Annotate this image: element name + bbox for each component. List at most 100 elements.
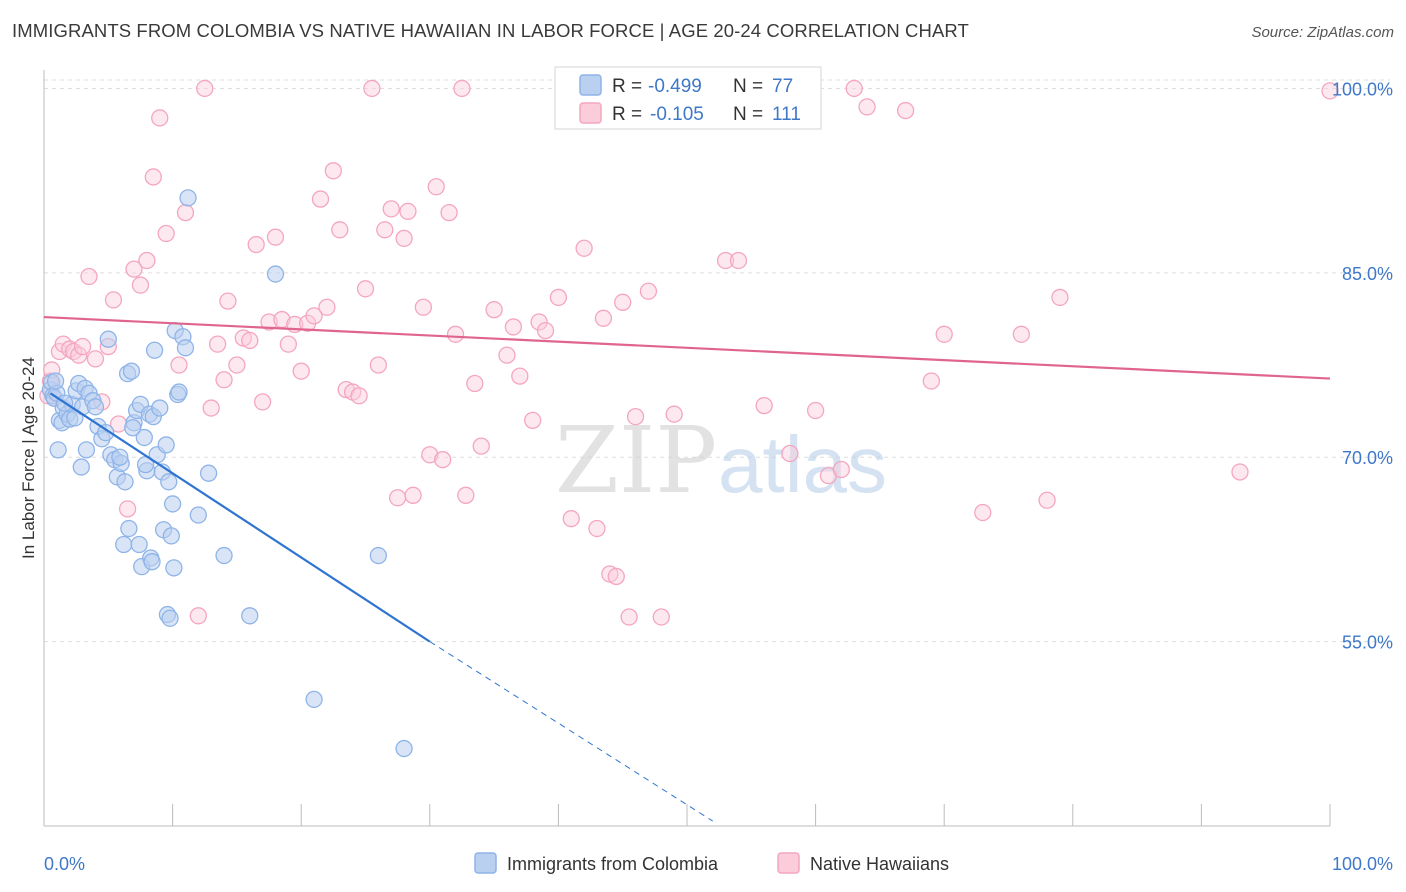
point-colombia bbox=[135, 428, 153, 447]
y-tick-label: 70.0% bbox=[1342, 448, 1393, 468]
point-colombia bbox=[157, 436, 175, 454]
bottom-legend-swatch-blue bbox=[474, 852, 497, 874]
series-native-hawaiians bbox=[39, 79, 1339, 626]
point-colombia bbox=[163, 495, 182, 513]
point-hawaiian bbox=[399, 202, 417, 221]
point-hawaiian bbox=[755, 396, 773, 415]
point-hawaiian bbox=[607, 567, 625, 586]
series-legend: Immigrants from Colombia Native Hawaiian… bbox=[474, 852, 949, 874]
point-hawaiian bbox=[832, 460, 850, 479]
point-hawaiian bbox=[536, 321, 555, 340]
point-hawaiian bbox=[202, 399, 220, 417]
regression-extension-colombia bbox=[429, 641, 713, 822]
point-hawaiian bbox=[350, 387, 368, 405]
legend-n-value-2: 111 bbox=[772, 104, 801, 125]
point-hawaiian bbox=[414, 298, 433, 316]
point-hawaiian bbox=[363, 79, 381, 98]
y-tick-label: 85.0% bbox=[1342, 264, 1393, 284]
legend-swatch-blue bbox=[579, 74, 602, 96]
point-hawaiian bbox=[457, 486, 475, 504]
series-immigrants-from-colombia bbox=[41, 189, 413, 758]
point-hawaiian bbox=[279, 335, 297, 353]
point-hawaiian bbox=[376, 221, 394, 239]
point-hawaiian bbox=[665, 405, 683, 423]
point-hawaiian bbox=[331, 221, 349, 239]
point-colombia bbox=[215, 546, 233, 565]
point-hawaiian bbox=[1231, 463, 1249, 481]
point-hawaiian bbox=[131, 276, 150, 294]
point-hawaiian bbox=[208, 335, 227, 353]
point-hawaiian bbox=[247, 235, 265, 254]
watermark-atlas: atlas bbox=[718, 420, 887, 509]
point-hawaiian bbox=[427, 178, 445, 196]
point-colombia bbox=[241, 607, 259, 625]
point-colombia bbox=[189, 506, 207, 524]
point-hawaiian bbox=[260, 313, 278, 331]
point-hawaiian bbox=[575, 239, 593, 257]
legend-n-label-2: N = bbox=[733, 104, 763, 125]
point-colombia bbox=[162, 527, 180, 545]
point-hawaiian bbox=[498, 346, 516, 364]
point-hawaiian bbox=[614, 293, 632, 311]
point-hawaiian bbox=[639, 282, 658, 300]
point-colombia bbox=[86, 398, 105, 416]
point-hawaiian bbox=[485, 301, 503, 319]
point-hawaiian bbox=[1051, 288, 1069, 307]
point-colombia bbox=[160, 473, 178, 491]
point-hawaiian bbox=[524, 411, 542, 429]
x-tick-label-min: 0.0% bbox=[44, 854, 85, 874]
point-hawaiian bbox=[253, 393, 272, 411]
point-hawaiian bbox=[266, 228, 285, 246]
point-colombia bbox=[72, 458, 90, 476]
point-colombia bbox=[165, 559, 183, 577]
point-hawaiian bbox=[80, 267, 98, 286]
point-hawaiian bbox=[434, 451, 452, 469]
point-hawaiian bbox=[594, 309, 613, 327]
point-hawaiian bbox=[395, 229, 413, 248]
point-hawaiian bbox=[440, 203, 458, 222]
legend-swatch-pink bbox=[579, 102, 602, 124]
point-hawaiian bbox=[311, 190, 330, 208]
regression-line-colombia bbox=[49, 392, 431, 643]
point-hawaiian bbox=[151, 109, 169, 127]
point-colombia bbox=[124, 419, 142, 437]
point-colombia bbox=[115, 535, 133, 554]
point-hawaiian bbox=[446, 325, 465, 343]
point-colombia bbox=[176, 339, 195, 357]
point-colombia bbox=[99, 330, 117, 348]
point-hawaiian bbox=[189, 607, 207, 625]
point-colombia bbox=[111, 448, 129, 466]
point-hawaiian bbox=[170, 356, 188, 374]
point-colombia bbox=[122, 362, 141, 380]
point-hawaiian bbox=[504, 318, 523, 336]
point-hawaiian bbox=[241, 331, 259, 350]
point-hawaiian bbox=[453, 79, 471, 98]
bottom-legend-swatch-pink bbox=[777, 852, 800, 874]
point-hawaiian bbox=[845, 79, 863, 98]
point-hawaiian bbox=[73, 337, 92, 356]
tick-labels: 100.0% 85.0% 70.0% 55.0% 0.0% 100.0% bbox=[44, 79, 1393, 874]
chart-source: Source: ZipAtlas.com bbox=[1251, 24, 1394, 41]
axes bbox=[43, 70, 1331, 827]
point-hawaiian bbox=[388, 489, 407, 507]
y-tick-label: 100.0% bbox=[1332, 79, 1393, 99]
point-hawaiian bbox=[86, 350, 105, 368]
grid-lines bbox=[44, 79, 1390, 643]
point-hawaiian bbox=[305, 307, 323, 325]
point-hawaiian bbox=[324, 162, 343, 180]
regression-line-hawaiian bbox=[43, 315, 1331, 380]
point-colombia bbox=[369, 546, 388, 565]
point-hawaiian bbox=[466, 374, 484, 393]
point-colombia bbox=[179, 189, 197, 207]
point-colombia bbox=[46, 372, 65, 390]
point-colombia bbox=[97, 423, 115, 442]
point-hawaiian bbox=[219, 292, 237, 310]
point-colombia bbox=[170, 383, 188, 401]
point-colombia bbox=[130, 535, 148, 554]
x-tick-label-max: 100.0% bbox=[1332, 854, 1393, 874]
point-hawaiian bbox=[472, 437, 490, 455]
point-hawaiian bbox=[974, 503, 992, 522]
point-colombia bbox=[151, 399, 169, 417]
point-colombia bbox=[395, 739, 413, 758]
